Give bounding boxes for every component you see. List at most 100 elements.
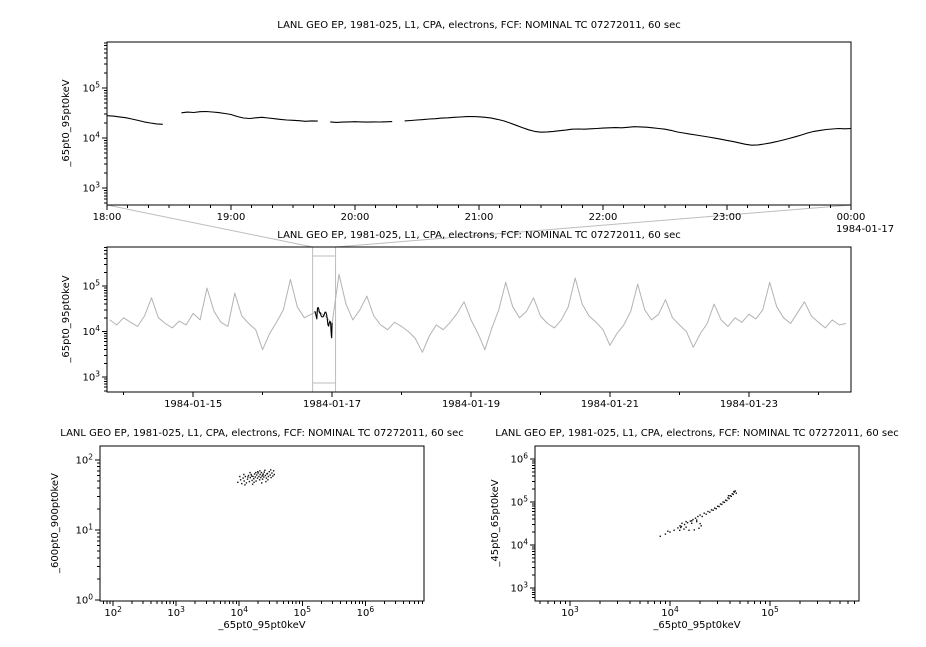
scatter-point — [717, 505, 719, 507]
scatter-point — [262, 474, 264, 476]
x-tick-label: 102 — [104, 605, 122, 619]
scatter-point — [263, 476, 265, 478]
x-tick-label: 20:00 — [341, 212, 370, 223]
scatter-point — [244, 484, 246, 486]
scatter-point — [724, 499, 727, 501]
x-tick-label: 1984-01-17 — [303, 399, 361, 410]
scatter-point — [681, 522, 683, 524]
scatter-point — [267, 475, 270, 478]
scatter-point — [264, 469, 266, 471]
scatter-point — [727, 497, 729, 499]
context-plot: 103 104 105 1984-01-15 1984-01-17 1984-01-19 1… — [82, 246, 852, 410]
scatter-point — [259, 470, 261, 472]
scatter-point — [669, 531, 671, 533]
scatter-point — [241, 482, 243, 485]
scatter-plot-left-points — [237, 469, 275, 486]
scatter-point — [659, 535, 661, 537]
scatter-point — [250, 475, 253, 477]
zoom-plot: 103 104 105 18:00 19:00 20:00 21:00 22:00 23:00 0… — [82, 41, 866, 223]
y-tick-label: 102 — [75, 452, 93, 466]
scatter-point — [244, 475, 246, 478]
y-tick-label: 103 — [82, 181, 100, 195]
zoom-plot-title: LANL GEO EP, 1981-025, L1, CPA, electron… — [277, 20, 681, 31]
scatter-point — [250, 473, 252, 476]
scatter-point — [697, 515, 699, 518]
scatter-point — [693, 529, 695, 531]
scatter-point — [251, 483, 254, 485]
scatter-point — [712, 509, 714, 511]
scatter-point — [680, 526, 682, 529]
scatter-point — [719, 503, 722, 505]
scatter-plot-left-plot-area[interactable] — [100, 446, 424, 601]
scatter-point — [246, 478, 249, 480]
scatter-plot-right-border — [534, 445, 860, 602]
scatter-point — [245, 482, 248, 484]
scatter-point — [243, 480, 245, 482]
scatter-point — [256, 474, 258, 476]
scatter-point — [270, 476, 272, 479]
scatter-plot-right-plot-area[interactable] — [535, 446, 859, 601]
scatter-point — [696, 520, 698, 523]
scatter-point — [260, 476, 262, 479]
scatter-point — [264, 474, 267, 477]
scatter-point — [272, 475, 274, 477]
x-tick-label: 103 — [167, 605, 185, 619]
zoom-connector-left — [106, 204, 313, 248]
scatter-point — [699, 514, 701, 516]
zoom-plot-plot-area[interactable] — [107, 42, 851, 205]
y-tick-label: 104 — [510, 538, 528, 552]
scatter-plot-left: 100 101 102 102 103 104 105 106 — [75, 445, 425, 619]
scatter-point — [239, 475, 241, 478]
scatter-point — [692, 518, 694, 521]
electron-flux-65-95kev — [106, 110, 852, 146]
scatter-point — [679, 529, 681, 531]
scatter-point — [255, 480, 257, 482]
electron-flux-context — [109, 273, 847, 353]
scatter-point — [257, 471, 259, 473]
scatter-point — [732, 493, 734, 496]
scatter-point — [721, 503, 723, 506]
x-tick-label: 19:00 — [217, 212, 246, 223]
x-tick-label: 1984-01-15 — [164, 399, 222, 410]
scatter-point — [727, 495, 730, 497]
scatter-point — [664, 533, 667, 535]
scatter-point — [730, 495, 732, 498]
x-tick-label: 1984-01-23 — [720, 399, 778, 410]
scatter-point — [701, 515, 703, 518]
scatter-point — [691, 522, 693, 524]
scatter-point — [714, 507, 716, 509]
scatter-point — [685, 526, 687, 528]
scatter-point — [677, 527, 679, 529]
scatter-point — [705, 513, 707, 515]
y-tick-label: 100 — [75, 593, 93, 607]
scatter-plot-right-title: LANL GEO EP, 1981-025, L1, CPA, electron… — [495, 428, 899, 439]
zoom-plot-border — [106, 41, 852, 206]
scatter-point — [735, 492, 737, 494]
x-tick-label: 22:00 — [589, 212, 618, 223]
scatter-point — [255, 471, 257, 474]
x-tick-label: 00:00 — [837, 212, 866, 223]
scatter-point — [680, 525, 683, 528]
scatter-point — [247, 474, 250, 477]
scatter-point — [734, 490, 736, 492]
y-tick-label: 105 — [510, 494, 528, 508]
scatter-plot-right-points — [659, 490, 737, 537]
scatter-point — [249, 476, 251, 479]
scatter-point — [726, 499, 728, 502]
scatter-point — [263, 471, 265, 473]
x-tick-label: 1984-01-19 — [442, 399, 500, 410]
scatter-point — [709, 511, 711, 513]
context-plot-plot-area[interactable] — [107, 247, 851, 392]
scatter-point — [691, 520, 693, 522]
scatter-point — [257, 472, 259, 474]
y-tick-label: 101 — [75, 522, 93, 536]
context-plot-y-axis-label: _65pt0_95pt0keV — [61, 275, 72, 363]
scatter-point — [667, 530, 669, 532]
scatter-plot-right-y-axis-label: _45pt0_65pt0keV — [490, 479, 501, 567]
y-tick-label: 103 — [82, 370, 100, 384]
scatter-point — [249, 471, 251, 474]
scatter-point — [722, 501, 724, 503]
scatter-plot-left-x-axis-label: _65pt0_95pt0keV — [218, 620, 306, 631]
